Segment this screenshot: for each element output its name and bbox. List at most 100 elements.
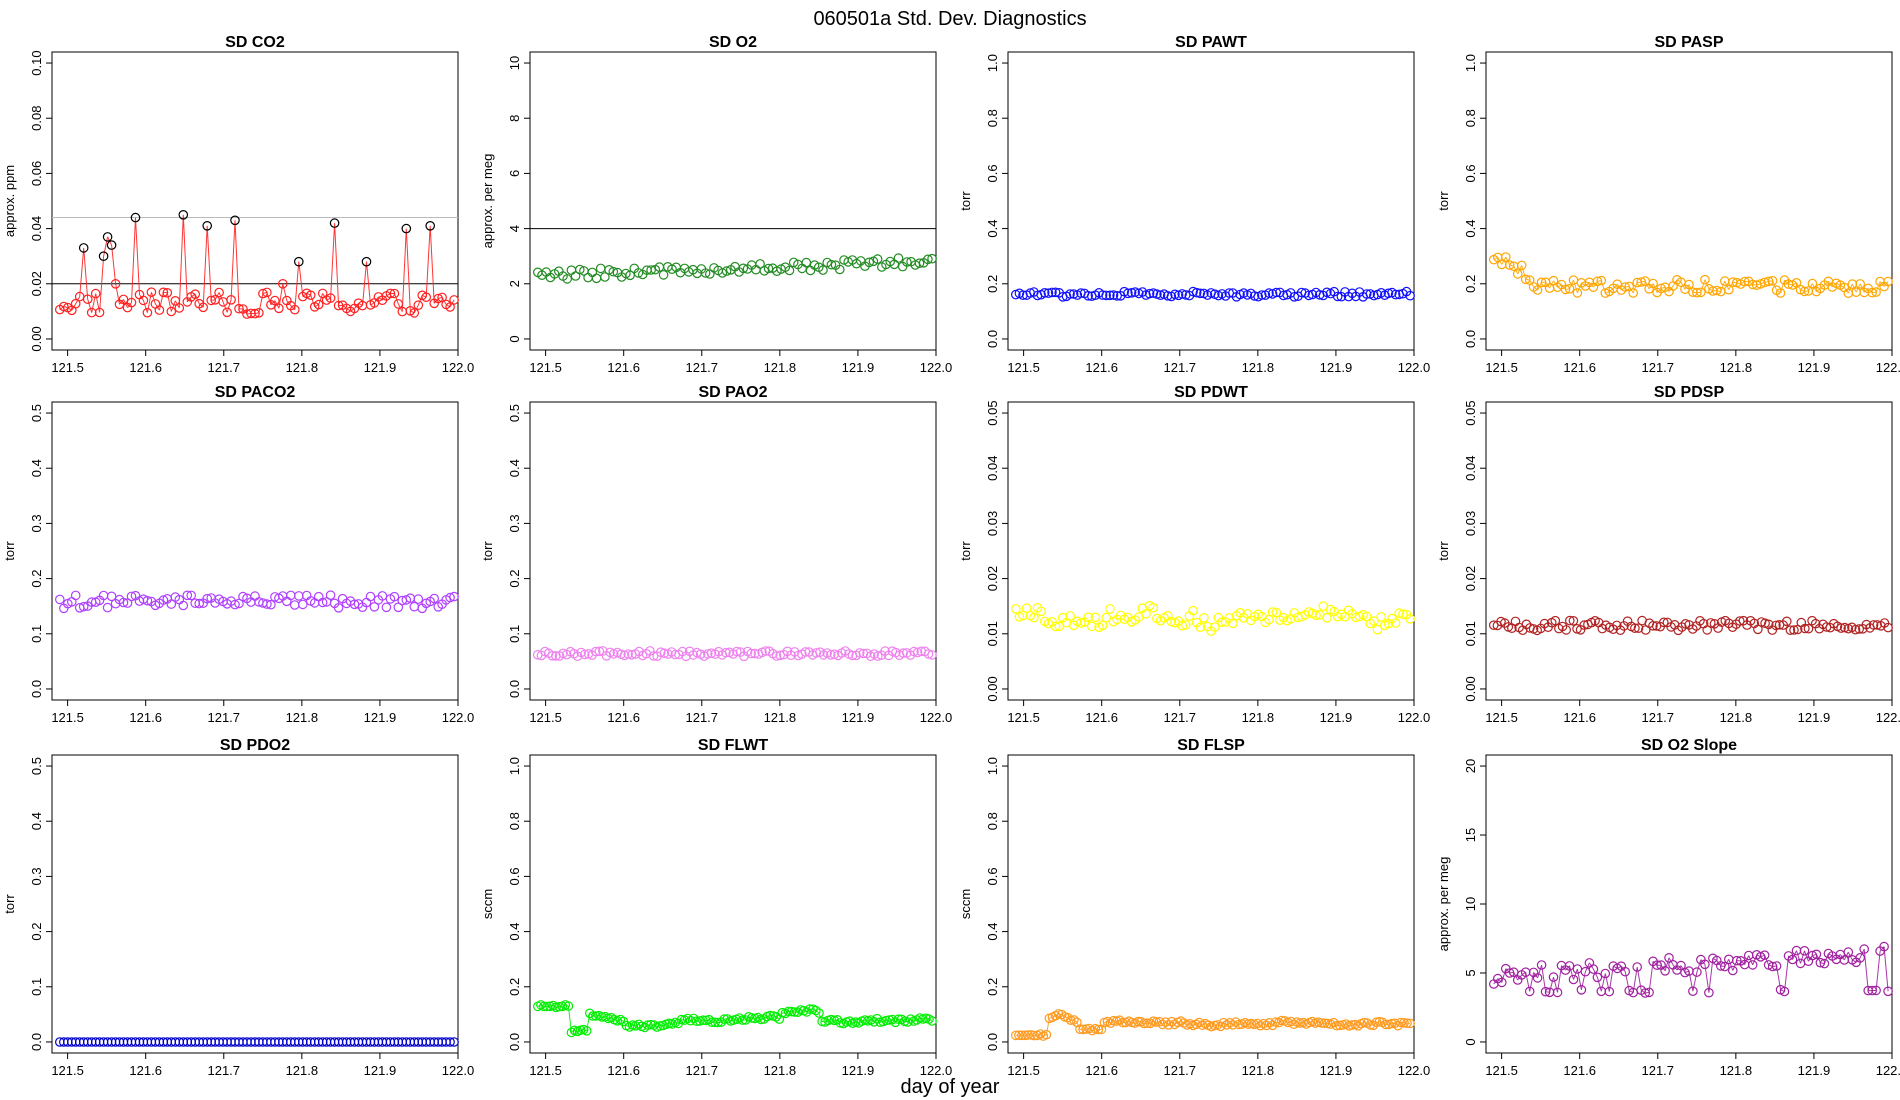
data-point [1142, 1018, 1152, 1028]
data-point [1520, 274, 1531, 285]
data-point [898, 648, 908, 658]
y-tick-label: 0.03 [985, 511, 1000, 536]
data-point [1405, 614, 1415, 624]
data-point [594, 646, 605, 657]
data-point [1524, 986, 1535, 997]
x-tick-label: 121.6 [607, 360, 640, 375]
x-tick-label: 121.7 [1641, 360, 1674, 375]
y-axis-label: approx. per meg [480, 154, 495, 249]
panel-paco2: SD PACO2 torr 0.0 0.1 0.2 0.3 0.4 0.5 121.5 121.6… [2, 384, 474, 725]
data-point [1154, 1016, 1165, 1027]
data-point [1732, 955, 1742, 966]
data-point [1763, 276, 1774, 287]
data-point [1819, 958, 1830, 969]
x-tick-label: 121.8 [1242, 1063, 1275, 1078]
data-point [884, 1015, 895, 1025]
y-tick-label: 0.5 [507, 404, 522, 422]
data-point [914, 258, 925, 268]
panel-title: SD FLSP [1177, 737, 1245, 754]
data-point [1369, 616, 1379, 626]
y-tick-label: 10 [507, 56, 522, 70]
data-point [202, 221, 212, 231]
y-tick-label: 0.2 [985, 275, 1000, 293]
panel-slope: SD O2 Slope approx. per meg 0 5 10 15 20 121.5 1… [1436, 737, 1900, 1078]
data-point [1644, 987, 1654, 998]
data-point [659, 648, 670, 658]
data-point [608, 266, 619, 277]
data-point [854, 648, 865, 658]
data-point [566, 265, 577, 275]
data-point [1050, 287, 1061, 298]
data-point [1532, 285, 1543, 295]
data-point [893, 1014, 904, 1024]
data-point [1405, 1018, 1415, 1029]
y-tick-label: 10 [1463, 897, 1478, 911]
data-point [1249, 291, 1260, 301]
data-point [1090, 612, 1101, 623]
data-point [1872, 620, 1882, 630]
data-point [258, 288, 268, 299]
data-point [381, 602, 392, 613]
data-point [786, 1006, 797, 1017]
data-point [1572, 288, 1583, 298]
x-tick-label: 121.8 [1720, 1063, 1753, 1078]
data-point [700, 268, 711, 278]
y-tick-label: 0.08 [29, 106, 44, 131]
data-point [102, 232, 113, 242]
data-point [633, 1019, 644, 1030]
data-point [70, 298, 81, 309]
x-tick-label: 121.9 [842, 710, 875, 725]
data-point [719, 1014, 730, 1024]
y-tick-label: 0.3 [29, 514, 44, 532]
data-point [1017, 1030, 1027, 1041]
data-point [1141, 608, 1151, 619]
data-point [138, 295, 149, 306]
panel-pao2: SD PAO2 torr 0.0 0.1 0.2 0.3 0.4 0.5 121.5 121.6 1… [480, 384, 952, 725]
data-point [1782, 616, 1792, 627]
data-point [1234, 1019, 1244, 1030]
data-point [1883, 986, 1893, 997]
data-point [1548, 972, 1559, 982]
data-point [142, 307, 153, 318]
y-tick-label: 0.4 [29, 812, 44, 830]
data-point [562, 274, 572, 284]
data-point [126, 297, 137, 308]
data-point [814, 1008, 824, 1018]
data-point [1195, 288, 1206, 299]
data-point [1855, 279, 1865, 289]
data-point [1387, 1018, 1397, 1029]
x-tick-label: 121.8 [1720, 360, 1753, 375]
y-tick-label: 20 [1463, 759, 1478, 773]
y-tick-label: 0.02 [29, 271, 44, 296]
data-point [1069, 1015, 1079, 1025]
data-point [178, 210, 189, 220]
data-point [222, 307, 232, 318]
y-tick-label: 5 [1463, 969, 1478, 976]
data-point [1516, 260, 1527, 271]
data-point [1020, 1030, 1030, 1041]
x-tick-label: 122.0 [1398, 360, 1431, 375]
x-tick-label: 121.5 [529, 360, 562, 375]
data-point [646, 265, 656, 275]
data-point [826, 259, 837, 270]
data-point [1779, 986, 1790, 997]
x-tick-label: 121.6 [1085, 360, 1118, 375]
y-tick-label: 0.4 [1463, 220, 1478, 238]
data-point [262, 599, 272, 609]
data-point [1133, 1016, 1143, 1027]
data-point [1759, 950, 1770, 960]
x-tick-label: 121.8 [1242, 360, 1275, 375]
data-point [1807, 950, 1818, 961]
data-point [1097, 620, 1108, 631]
data-point [691, 1016, 702, 1026]
data-point [682, 1013, 693, 1024]
x-tick-label: 121.9 [364, 710, 397, 725]
data-point [1799, 945, 1810, 956]
data-point [70, 590, 81, 601]
y-tick-label: 0.0 [507, 680, 522, 698]
data-point [1867, 985, 1877, 996]
y-tick-label: 0.1 [29, 978, 44, 996]
data-point [579, 649, 590, 660]
data-point [1036, 606, 1046, 617]
y-axis-label: torr [1436, 541, 1451, 561]
